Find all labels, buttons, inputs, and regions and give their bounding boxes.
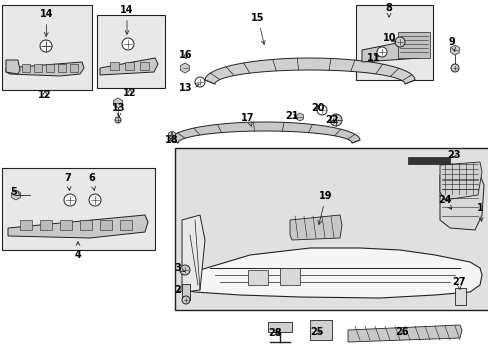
Polygon shape	[289, 215, 341, 240]
Bar	[175, 148, 488, 310]
Polygon shape	[12, 190, 20, 200]
Polygon shape	[170, 122, 359, 143]
Polygon shape	[361, 38, 427, 62]
Text: 9: 9	[447, 37, 454, 51]
Text: 10: 10	[383, 33, 396, 43]
Text: 2: 2	[174, 285, 181, 295]
Text: 23: 23	[447, 150, 460, 160]
Bar	[247, 270, 267, 285]
Text: 14: 14	[120, 5, 134, 34]
Polygon shape	[182, 248, 481, 298]
Text: 26: 26	[394, 327, 408, 337]
Polygon shape	[204, 58, 414, 84]
Bar	[97, 15, 164, 88]
Text: 4: 4	[75, 242, 81, 260]
Text: 3: 3	[174, 263, 184, 273]
Bar	[58, 64, 66, 72]
Bar	[2, 5, 92, 90]
Circle shape	[182, 296, 190, 304]
Text: 17: 17	[241, 113, 254, 126]
Polygon shape	[296, 113, 303, 121]
Bar	[140, 62, 149, 70]
Polygon shape	[168, 131, 175, 139]
Polygon shape	[6, 60, 20, 74]
Text: 21: 21	[285, 111, 298, 121]
Bar	[125, 62, 134, 70]
Bar	[280, 268, 299, 285]
Circle shape	[89, 194, 101, 206]
Text: 15: 15	[251, 13, 264, 45]
Polygon shape	[100, 58, 158, 75]
Text: 13: 13	[179, 83, 199, 93]
Circle shape	[329, 114, 341, 126]
Text: 7: 7	[64, 173, 71, 190]
Text: 1: 1	[476, 203, 482, 221]
Text: 19: 19	[317, 191, 332, 225]
Circle shape	[115, 117, 121, 123]
Bar	[22, 64, 30, 72]
Polygon shape	[182, 215, 204, 292]
Text: 22: 22	[325, 115, 338, 125]
Bar	[309, 320, 331, 340]
Text: 13: 13	[112, 103, 125, 117]
Circle shape	[195, 77, 204, 87]
Circle shape	[376, 47, 386, 57]
Polygon shape	[439, 162, 481, 200]
Bar	[182, 284, 190, 300]
Text: 5: 5	[11, 187, 20, 197]
Polygon shape	[8, 215, 148, 238]
Bar	[40, 220, 52, 230]
Bar	[70, 64, 78, 72]
Text: 6: 6	[88, 173, 95, 190]
Text: 20: 20	[311, 103, 324, 113]
Text: 11: 11	[366, 53, 380, 63]
Bar	[46, 64, 54, 72]
Polygon shape	[6, 62, 84, 76]
Bar	[2, 168, 155, 250]
Text: 18: 18	[165, 132, 179, 145]
Polygon shape	[347, 325, 461, 342]
Circle shape	[180, 265, 190, 275]
Circle shape	[450, 64, 458, 72]
Bar	[110, 62, 119, 70]
Circle shape	[394, 37, 404, 47]
Circle shape	[40, 40, 52, 52]
Text: 27: 27	[451, 277, 465, 290]
Text: 28: 28	[267, 328, 281, 338]
Bar	[267, 322, 291, 332]
Polygon shape	[450, 45, 458, 55]
Bar	[397, 32, 429, 58]
Text: 14: 14	[40, 9, 54, 36]
Text: 12: 12	[38, 90, 52, 100]
Text: 12: 12	[123, 88, 137, 98]
Bar	[20, 220, 32, 230]
Polygon shape	[180, 63, 189, 73]
Bar	[355, 5, 432, 80]
Text: 25: 25	[309, 327, 323, 337]
Bar	[407, 157, 449, 164]
Polygon shape	[113, 98, 122, 108]
Bar	[60, 220, 72, 230]
Text: 8: 8	[385, 3, 392, 17]
Bar	[100, 220, 112, 230]
Circle shape	[64, 194, 76, 206]
Circle shape	[122, 38, 134, 50]
Text: 24: 24	[437, 195, 451, 209]
Bar	[454, 288, 465, 305]
Text: 16: 16	[179, 50, 192, 60]
Bar	[34, 64, 42, 72]
Polygon shape	[439, 175, 483, 230]
Bar	[80, 220, 92, 230]
Bar	[120, 220, 132, 230]
Circle shape	[316, 105, 326, 115]
